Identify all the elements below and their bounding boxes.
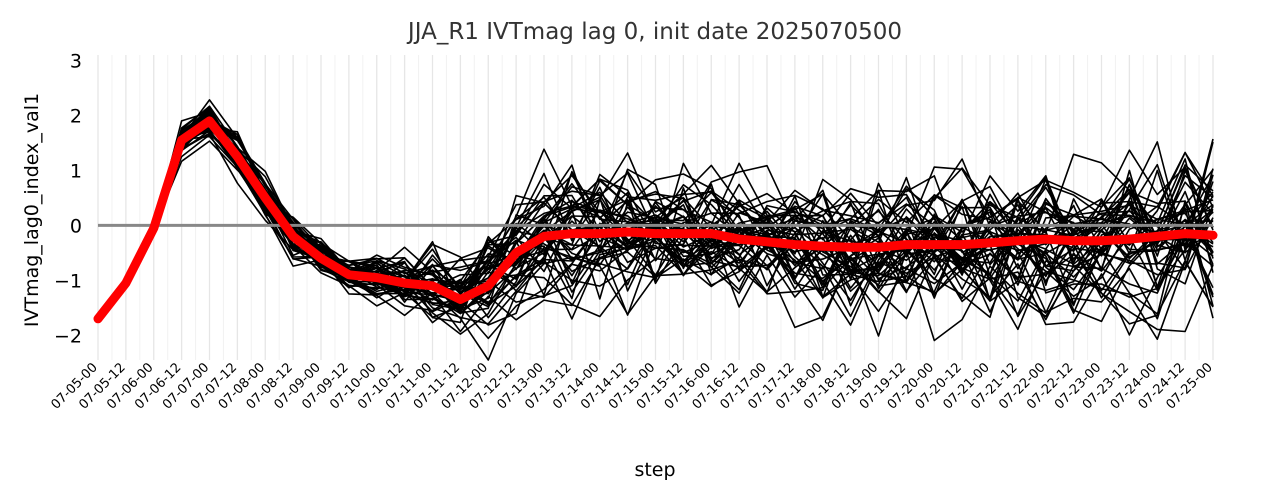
y-axis-label: IVTmag_lag0_index_val1: [21, 93, 43, 327]
chart-title: JJA_R1 IVTmag lag 0, init date 202507050…: [406, 19, 902, 45]
y-tick-label: 2: [70, 105, 82, 127]
ensemble-member-line: [97, 114, 1214, 320]
y-tick-label: 3: [70, 50, 82, 72]
y-tick-label: −2: [54, 325, 82, 347]
y-tick-label: −1: [54, 270, 82, 292]
ensemble-member-line: [97, 109, 1214, 320]
ensemble-mean-line: [93, 116, 1218, 324]
y-tick-labels: −2 −1 0 1 2 3: [54, 50, 82, 347]
y-tick-label: 1: [70, 160, 82, 182]
x-axis-label: step: [634, 459, 675, 481]
y-tick-label: 0: [70, 215, 82, 237]
ensemble-member-line: [97, 121, 1214, 320]
ensemble-mean: [93, 116, 1218, 324]
